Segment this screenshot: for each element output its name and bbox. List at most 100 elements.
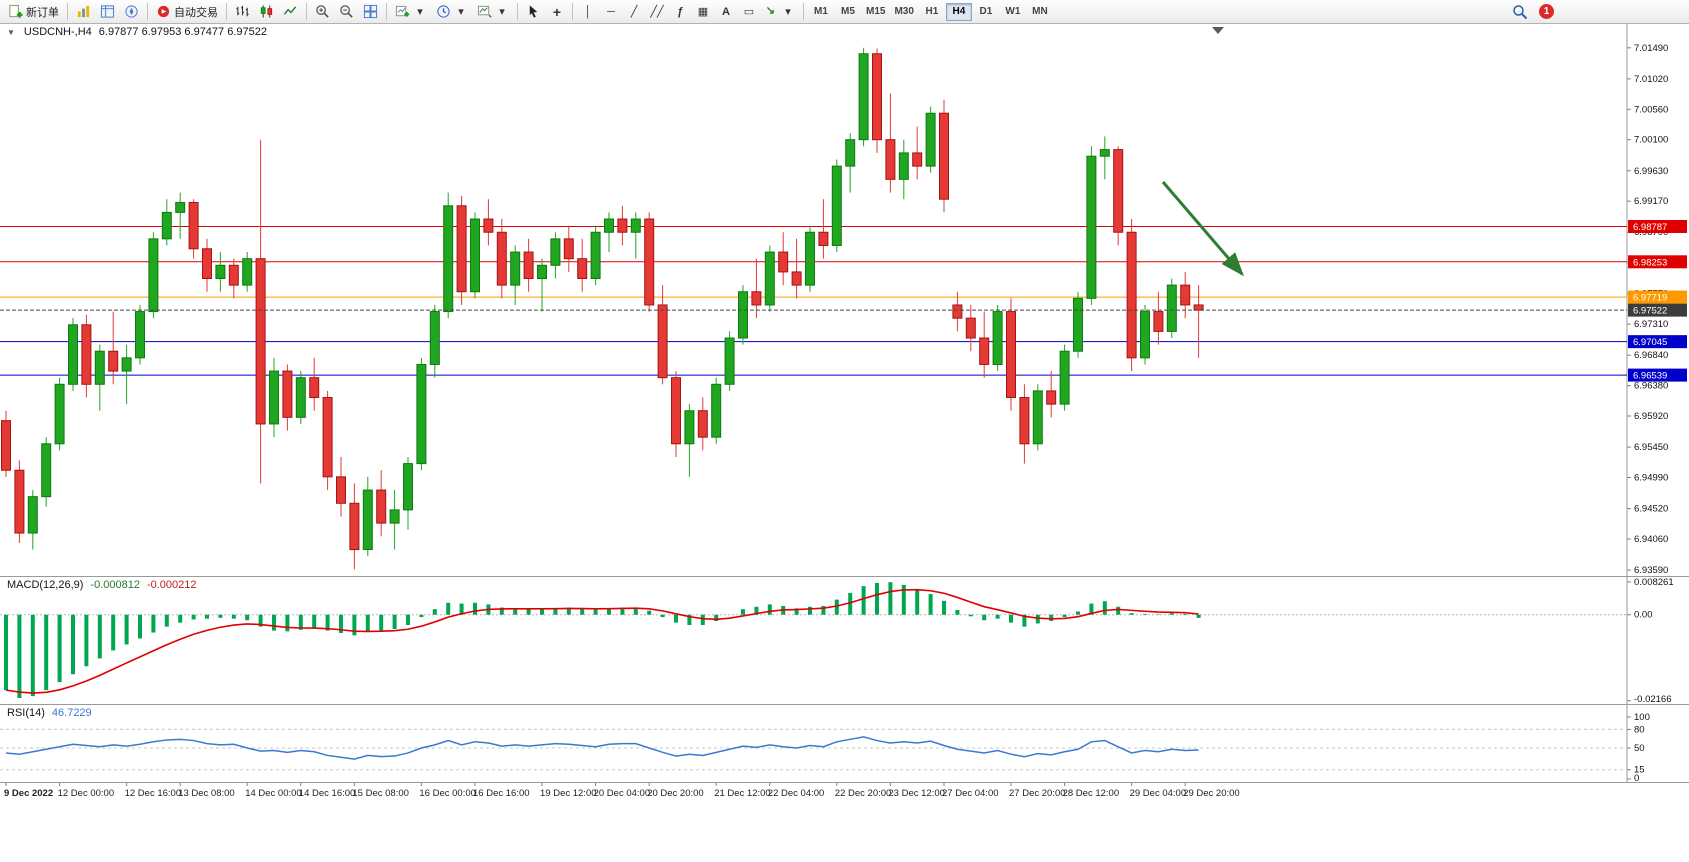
cursor-tool-button[interactable]: [522, 2, 545, 22]
svg-text:6.96380: 6.96380: [1634, 381, 1668, 392]
time-axis[interactable]: 9 Dec 2022 12 Dec 00:00 12 Dec 16:00 13 Dec…: [0, 782, 1689, 800]
timeframe-mn-button[interactable]: MN: [1027, 3, 1053, 21]
label-tool-button[interactable]: ▭: [738, 2, 760, 22]
shapes-tool-button[interactable]: ▦: [692, 2, 714, 22]
channel-tool-button[interactable]: ╱╱: [646, 2, 668, 22]
svg-text:29 Dec 04:00: 29 Dec 04:00: [1130, 788, 1187, 799]
period-button[interactable]: ▾: [432, 2, 472, 22]
svg-text:21 Dec 12:00: 21 Dec 12:00: [714, 788, 771, 799]
line-chart-button[interactable]: [279, 2, 302, 22]
vertical-line-icon: │: [584, 5, 592, 18]
label-tool-icon: ▭: [743, 5, 755, 18]
dropdown-caret-icon: ▾: [458, 5, 464, 18]
candlestick-chart-button[interactable]: [255, 2, 278, 22]
zoom-out-button[interactable]: [335, 2, 358, 22]
add-indicator-icon: [395, 5, 410, 17]
timeframe-m1-button[interactable]: M1: [808, 3, 834, 21]
candlestick-chart-icon: [260, 5, 273, 18]
market-watch-button[interactable]: [72, 2, 95, 22]
svg-text:6.96840: 6.96840: [1634, 350, 1668, 361]
svg-text:29 Dec 20:00: 29 Dec 20:00: [1183, 788, 1240, 799]
svg-text:19 Dec 12:00: 19 Dec 12:00: [540, 788, 597, 799]
data-window-button[interactable]: [96, 2, 119, 22]
horizontal-line-tool-button[interactable]: ─: [600, 2, 622, 22]
search-icon: [1513, 4, 1528, 19]
toolbar: 新订单 自动交易 ▾ ▾ ▾: [0, 0, 1689, 24]
svg-text:27 Dec 20:00: 27 Dec 20:00: [1009, 788, 1066, 799]
timeframe-m5-button[interactable]: M5: [835, 3, 861, 21]
svg-text:6.99630: 6.99630: [1634, 166, 1668, 177]
vertical-line-tool-button[interactable]: │: [577, 2, 599, 22]
notification-badge[interactable]: 1: [1539, 4, 1554, 19]
data-window-icon: [100, 5, 115, 18]
crosshair-tool-button[interactable]: +: [546, 2, 568, 22]
trendline-icon: ╱: [630, 5, 638, 18]
separator: [226, 3, 227, 20]
price-chart-panel[interactable]: ▼ USDCNH-,H4 6.97877 6.97953 6.97477 6.9…: [0, 24, 1689, 576]
separator: [67, 3, 68, 20]
tile-windows-button[interactable]: [359, 2, 382, 22]
auto-trading-button[interactable]: 自动交易: [152, 2, 222, 22]
text-tool-button[interactable]: A: [715, 2, 737, 22]
timeframe-w1-button[interactable]: W1: [1000, 3, 1026, 21]
timeframe-h4-button[interactable]: H4: [945, 2, 972, 21]
add-indicator-button[interactable]: ▾: [391, 2, 431, 22]
svg-text:6.99170: 6.99170: [1634, 196, 1668, 207]
separator: [147, 3, 148, 20]
template-icon: [477, 5, 492, 18]
svg-text:20 Dec 20:00: 20 Dec 20:00: [647, 788, 704, 799]
search-button[interactable]: [1508, 2, 1532, 22]
zoom-in-button[interactable]: [311, 2, 334, 22]
macd-label: MACD(12,26,9) -0.000812 -0.000212: [5, 579, 199, 591]
svg-text:13 Dec 08:00: 13 Dec 08:00: [178, 788, 235, 799]
timeframe-d1-button[interactable]: D1: [973, 3, 999, 21]
svg-text:50: 50: [1634, 743, 1645, 754]
rsi-panel[interactable]: RSI(14) 46.7229 100 80 50 15 0: [0, 704, 1689, 782]
svg-text:6.98787: 6.98787: [1633, 222, 1667, 233]
price-chart-canvas[interactable]: 7.01490 7.01020 7.00560 7.00100 6.99630 6.991…: [0, 24, 1689, 576]
cursor-icon: [529, 5, 538, 18]
svg-text:80: 80: [1634, 724, 1645, 735]
svg-text:6.94990: 6.94990: [1634, 472, 1668, 483]
svg-text:-0.02166: -0.02166: [1634, 694, 1672, 704]
collapse-triangle-icon[interactable]: ▼: [7, 28, 15, 37]
fibonacci-icon: ƒ: [676, 5, 684, 18]
dropdown-caret-icon: ▾: [417, 5, 423, 18]
new-order-button[interactable]: 新订单: [4, 2, 63, 22]
svg-text:16 Dec 16:00: 16 Dec 16:00: [473, 788, 530, 799]
macd-panel[interactable]: MACD(12,26,9) -0.000812 -0.000212 0.0082…: [0, 576, 1689, 704]
timeframe-h1-button[interactable]: H1: [919, 3, 945, 21]
separator: [517, 3, 518, 20]
timeframe-m15-button[interactable]: M15: [862, 3, 889, 21]
separator: [803, 3, 804, 20]
chart-symbol-period: USDCNH-,H4: [23, 26, 92, 38]
bar-chart-button[interactable]: [231, 2, 254, 22]
trendline-tool-button[interactable]: ╱: [623, 2, 645, 22]
separator: [386, 3, 387, 20]
fibonacci-tool-button[interactable]: ƒ: [669, 2, 691, 22]
separator: [306, 3, 307, 20]
svg-text:6.98253: 6.98253: [1633, 257, 1667, 268]
navigator-button[interactable]: [120, 2, 143, 22]
svg-text:0.00: 0.00: [1634, 610, 1653, 621]
template-button[interactable]: ▾: [473, 2, 513, 22]
macd-canvas[interactable]: 0.008261 0.00 -0.02166: [0, 577, 1689, 704]
arrows-tool-button[interactable]: ▾: [761, 2, 799, 22]
zoom-out-icon: [340, 5, 353, 18]
macd-name: MACD(12,26,9): [7, 579, 84, 591]
dropdown-caret-icon: ▾: [785, 5, 791, 18]
rsi-label: RSI(14) 46.7229: [5, 707, 94, 719]
macd-value-1: -0.000812: [90, 579, 140, 591]
bar-chart-icon: [236, 5, 249, 17]
navigator-icon: [125, 5, 138, 18]
svg-text:7.01490: 7.01490: [1634, 43, 1668, 54]
text-tool-icon: A: [722, 5, 730, 18]
svg-text:27 Dec 04:00: 27 Dec 04:00: [942, 788, 999, 799]
timeframe-m30-button[interactable]: M30: [890, 3, 917, 21]
svg-text:12 Dec 16:00: 12 Dec 16:00: [125, 788, 182, 799]
line-chart-icon: [283, 6, 297, 15]
svg-text:6.93590: 6.93590: [1634, 565, 1668, 576]
svg-text:6.94520: 6.94520: [1634, 504, 1668, 515]
clock-icon: [437, 5, 450, 18]
